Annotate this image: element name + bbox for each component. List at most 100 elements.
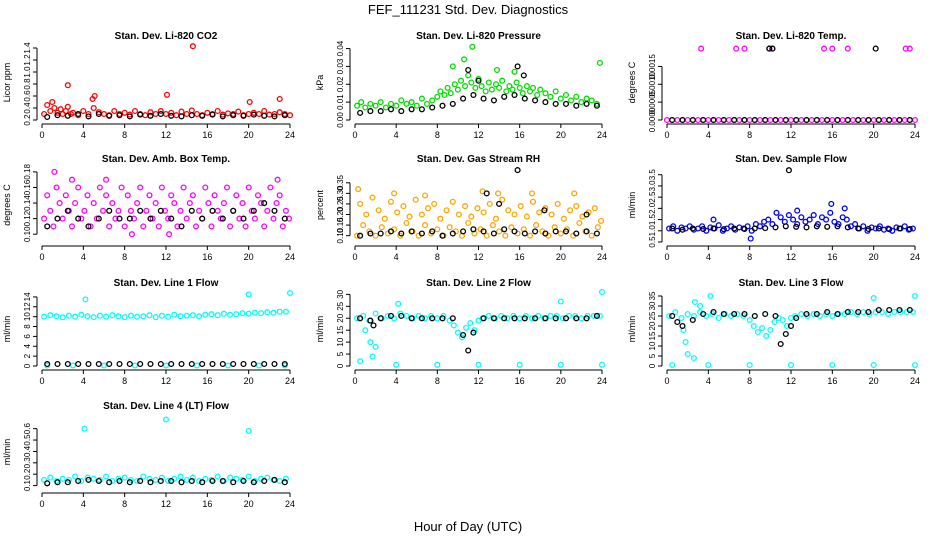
data-point <box>180 184 187 191</box>
data-point <box>591 205 598 212</box>
x-tick-label: 12 <box>786 376 796 386</box>
data-point <box>480 95 487 102</box>
data-point <box>186 200 193 207</box>
data-point <box>85 110 92 118</box>
data-point <box>475 77 482 84</box>
y-tick-label: 30 <box>648 301 657 310</box>
x-tick-label: 8 <box>122 130 127 140</box>
data-point <box>844 116 851 124</box>
data-point <box>246 98 253 106</box>
y-tick-label: 10 <box>648 341 657 350</box>
data-point <box>199 479 206 486</box>
data-point <box>72 473 79 480</box>
data-point <box>273 200 280 207</box>
data-point <box>219 215 226 222</box>
x-tick-label: 12 <box>473 376 483 386</box>
data-point <box>214 207 221 214</box>
data-point <box>777 340 784 348</box>
data-point <box>165 215 172 222</box>
data-point <box>528 315 536 322</box>
data-point <box>674 227 681 234</box>
data-point <box>158 312 165 319</box>
data-point <box>357 315 364 322</box>
y-tick-label: 10 <box>23 312 32 321</box>
data-point <box>75 215 82 222</box>
data-point <box>860 308 867 316</box>
data-point <box>769 221 776 228</box>
y-tick-label: 0.6 <box>23 423 32 435</box>
data-point <box>377 108 384 115</box>
data-point <box>199 360 206 368</box>
data-point <box>116 215 123 222</box>
data-point <box>462 83 469 90</box>
data-point <box>762 116 769 124</box>
data-point <box>282 207 289 214</box>
data-point <box>557 95 564 102</box>
data-point <box>240 215 247 222</box>
data-point <box>126 360 133 368</box>
data-point <box>354 232 361 239</box>
x-tick-label: 8 <box>747 252 752 262</box>
data-point <box>62 192 69 199</box>
data-point <box>679 226 686 233</box>
data-point <box>109 312 116 319</box>
data-point <box>372 310 379 317</box>
data-point <box>162 110 170 118</box>
y-tick-label: 4 <box>23 343 32 348</box>
data-point <box>258 310 265 317</box>
y-tick-label: 0.30 <box>336 185 345 201</box>
data-point <box>576 219 583 227</box>
data-point <box>483 190 490 197</box>
data-point <box>266 111 273 118</box>
y-tick-label: 30 <box>336 289 345 298</box>
data-point <box>516 315 523 322</box>
data-point <box>751 225 758 232</box>
data-point <box>274 176 281 183</box>
data-point <box>465 347 472 354</box>
data-point <box>663 116 671 124</box>
y-tick-label: 0 <box>23 363 32 368</box>
data-point <box>418 230 425 237</box>
data-point <box>171 311 178 318</box>
data-point <box>855 116 862 124</box>
data-point <box>178 108 185 115</box>
data-point <box>766 45 773 52</box>
data-point <box>358 99 365 106</box>
data-point <box>529 198 537 205</box>
data-point <box>137 360 144 368</box>
data-point <box>733 45 740 52</box>
x-tick-label: 0 <box>39 130 44 140</box>
x-tick-label: 12 <box>161 130 171 140</box>
data-point <box>682 338 689 346</box>
data-point <box>669 312 676 320</box>
data-point <box>398 97 405 104</box>
data-point <box>813 310 820 318</box>
data-point <box>140 473 147 480</box>
panel-8: Stan. Dev. Line 3 Flow ml/min 0 4 8 12 16 20 24 0… <box>627 278 920 386</box>
x-tick-label: 20 <box>244 130 254 140</box>
data-point <box>578 315 585 322</box>
data-point <box>542 90 549 97</box>
data-point <box>421 222 429 229</box>
data-point <box>393 361 400 368</box>
data-point <box>465 72 472 79</box>
data-point <box>281 215 288 222</box>
data-point <box>106 223 113 230</box>
y-axis-label: ml/min <box>627 192 637 219</box>
y-tick-label: 25 <box>336 301 345 310</box>
data-point <box>731 225 738 232</box>
data-point <box>112 215 119 222</box>
y-tick-label: 2.0 <box>648 202 657 214</box>
x-tick-label: 12 <box>473 252 483 262</box>
data-point <box>715 116 722 124</box>
data-point <box>542 230 549 237</box>
panel-title: Stan. Dev. Li-820 CO2 <box>115 31 218 42</box>
series-colored <box>41 168 293 238</box>
x-tick-label: 12 <box>161 499 171 509</box>
data-point <box>828 200 835 207</box>
series-mean <box>669 167 913 233</box>
data-point <box>177 473 184 480</box>
data-point <box>53 184 60 191</box>
data-point <box>192 223 200 230</box>
y-axis-label: percent <box>315 189 325 220</box>
